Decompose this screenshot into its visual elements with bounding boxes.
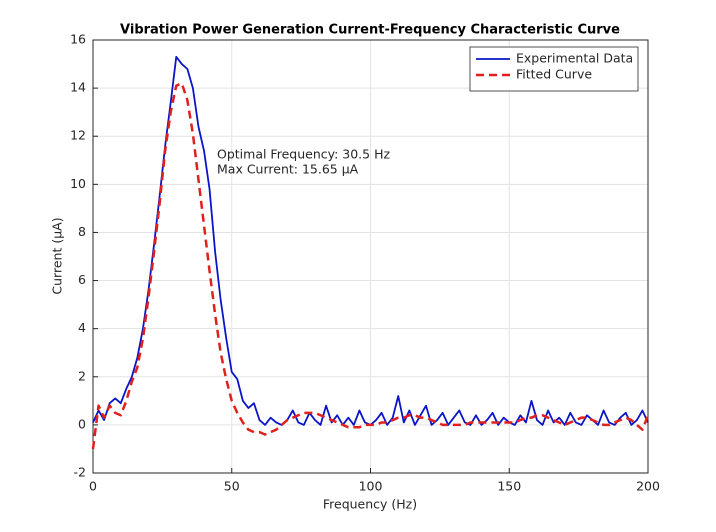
legend-label: Fitted Curve	[516, 67, 592, 82]
x-tick-label: 0	[89, 479, 97, 494]
x-tick-label: 50	[224, 479, 240, 494]
y-tick-label: -2	[74, 465, 86, 480]
y-tick-label: 0	[78, 416, 86, 431]
legend-box	[469, 46, 639, 92]
y-tick-label: 8	[78, 224, 86, 239]
data-line	[91, 82, 650, 450]
chart-title: Vibration Power Generation Current-Frequ…	[120, 23, 620, 38]
x-axis-label: Frequency (Hz)	[323, 497, 417, 512]
y-tick-label: 12	[70, 128, 86, 143]
y-tick-label: 2	[78, 368, 86, 383]
y-tick-label: 16	[70, 32, 86, 47]
y-tick-label: 4	[78, 320, 86, 335]
x-tick-label: 100	[359, 479, 383, 494]
y-tick-label: 10	[70, 176, 86, 191]
legend-label: Experimental Data	[516, 51, 633, 66]
annotation: Optimal Frequency: 30.5 Hz	[217, 147, 390, 162]
y-tick-label: 6	[78, 272, 86, 287]
y-axis-label: Current (μA)	[50, 217, 65, 294]
plot-frame	[92, 39, 649, 474]
x-tick-label: 150	[497, 479, 521, 494]
annotation: Max Current: 15.65 μA	[217, 162, 359, 177]
y-tick-label: 14	[70, 80, 86, 95]
x-tick-label: 200	[636, 479, 660, 494]
